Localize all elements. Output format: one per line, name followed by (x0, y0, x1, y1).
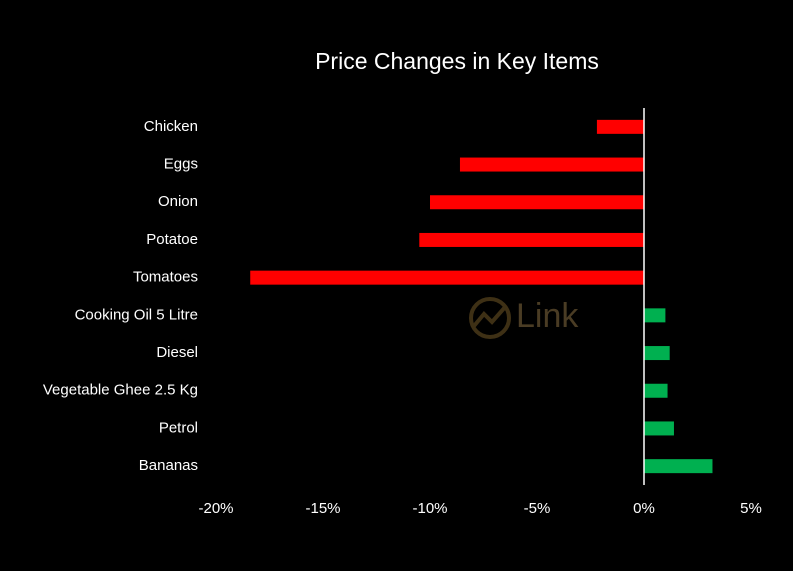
bar (644, 308, 666, 323)
x-tick-label: -15% (305, 500, 340, 517)
bar (430, 195, 644, 210)
y-tick-label: Onion (158, 193, 198, 210)
x-tick-label: -5% (524, 500, 551, 517)
y-tick-label: Diesel (156, 344, 198, 361)
x-tick-label: 5% (740, 500, 762, 517)
bar (644, 421, 674, 436)
bar (459, 157, 644, 172)
x-tick-label: 0% (633, 500, 655, 517)
y-tick-label: Chicken (144, 118, 198, 135)
bar (644, 383, 668, 398)
x-tick-label: -10% (412, 500, 447, 517)
bar (250, 270, 645, 285)
y-tick-label: Tomatoes (133, 269, 198, 286)
y-tick-label: Bananas (139, 457, 198, 474)
watermark: Link (516, 297, 579, 335)
bar (644, 346, 670, 361)
x-tick-label: -20% (198, 500, 233, 517)
bar (596, 119, 644, 134)
y-tick-label: Vegetable Ghee 2.5 Kg (43, 382, 198, 399)
y-tick-label: Eggs (164, 156, 198, 173)
y-tick-label: Cooking Oil 5 Litre (75, 306, 198, 323)
bar (419, 232, 644, 247)
chart-title: Price Changes in Key Items (315, 48, 599, 74)
bar (644, 459, 713, 474)
y-tick-label: Potatoe (146, 231, 198, 248)
watermark-logo (469, 297, 511, 339)
y-tick-label: Petrol (159, 419, 198, 436)
